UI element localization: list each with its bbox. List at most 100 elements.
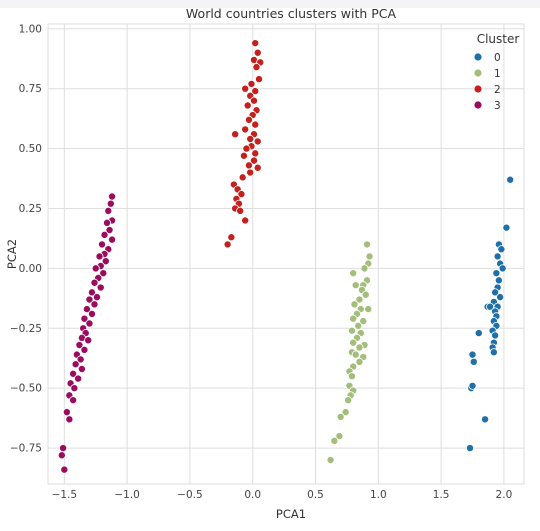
data-point-cluster-3 (101, 257, 110, 266)
data-point-cluster-1 (360, 264, 369, 273)
data-point-cluster-1 (349, 314, 358, 323)
x-tick-label: 2.0 (496, 489, 513, 501)
data-point-cluster-3 (70, 384, 79, 393)
data-point-cluster-0 (468, 350, 477, 359)
data-point-cluster-3 (108, 235, 117, 244)
x-tick-labels: −1.5 −1.0 −0.5 0.0 0.5 1.0 1.5 2.0 (52, 489, 513, 501)
data-point-cluster-1 (347, 326, 356, 335)
data-point-cluster-1 (351, 281, 360, 290)
y-tick-label: −0.25 (10, 323, 42, 335)
y-axis-label: PCA2 (5, 239, 19, 269)
data-point-cluster-2 (239, 151, 248, 160)
data-point-cluster-0 (506, 175, 515, 184)
y-tick-label: −0.75 (10, 443, 42, 455)
data-point-cluster-1 (330, 436, 339, 445)
y-tick-label: 0.25 (19, 203, 42, 215)
data-point-cluster-2 (223, 240, 232, 249)
data-point-cluster-2 (243, 101, 252, 110)
data-point-cluster-2 (249, 156, 258, 165)
data-point-cluster-0 (493, 252, 502, 261)
window-top-bar (0, 0, 540, 8)
data-point-cluster-0 (481, 415, 490, 424)
data-point-cluster-0 (498, 264, 507, 273)
data-point-cluster-0 (469, 357, 478, 366)
data-point-cluster-3 (90, 278, 99, 287)
data-point-cluster-3 (82, 305, 91, 314)
data-point-cluster-3 (98, 240, 107, 249)
data-point-cluster-0 (491, 288, 500, 297)
data-point-cluster-2 (253, 163, 262, 172)
data-point-cluster-3 (105, 226, 114, 235)
data-point-cluster-3 (62, 408, 71, 417)
data-point-cluster-2 (253, 48, 262, 57)
y-tick-label: 0.50 (19, 143, 42, 155)
legend: Cluster 0 1 2 3 (473, 32, 519, 112)
data-point-cluster-3 (90, 300, 99, 309)
data-point-cluster-1 (355, 343, 364, 352)
y-tick-labels: −0.75 −0.50 −0.25 0.00 0.25 0.50 0.75 1.00 (10, 23, 42, 454)
data-point-cluster-3 (80, 314, 89, 323)
legend-label-2: 2 (494, 84, 501, 96)
y-tick-label: −0.50 (10, 383, 42, 395)
data-point-cluster-2 (247, 79, 256, 88)
data-point-cluster-2 (241, 216, 250, 225)
data-point-cluster-0 (465, 444, 474, 453)
data-point-cluster-3 (84, 336, 93, 345)
data-point-cluster-2 (251, 120, 260, 129)
data-point-cluster-1 (355, 295, 364, 304)
data-point-cluster-0 (496, 293, 505, 302)
data-point-cluster-1 (349, 269, 358, 278)
data-point-cluster-2 (241, 84, 250, 93)
data-point-cluster-1 (359, 317, 368, 326)
data-point-cluster-2 (246, 134, 255, 143)
legend-marker-3 (473, 100, 483, 110)
data-point-cluster-2 (238, 173, 247, 182)
data-point-cluster-2 (251, 87, 260, 96)
data-point-cluster-1 (364, 305, 373, 314)
y-tick-label: 0.00 (19, 263, 42, 275)
grid (48, 24, 524, 484)
legend-label-3: 3 (494, 100, 501, 112)
data-point-cluster-3 (60, 465, 69, 474)
data-point-cluster-2 (253, 137, 262, 146)
chart-title: World countries clusters with PCA (186, 6, 397, 21)
data-point-cluster-1 (347, 372, 356, 381)
legend-label-0: 0 (494, 52, 501, 64)
x-axis-label: PCA1 (276, 507, 306, 521)
data-point-cluster-3 (103, 218, 112, 227)
data-point-cluster-1 (326, 456, 335, 465)
data-point-cluster-3 (91, 264, 100, 273)
data-point-cluster-2 (242, 144, 251, 153)
y-tick-label: 1.00 (19, 23, 42, 35)
data-point-cluster-2 (227, 233, 236, 242)
data-point-cluster-1 (355, 357, 364, 366)
data-point-cluster-3 (75, 341, 84, 350)
data-point-cluster-3 (92, 293, 101, 302)
data-point-cluster-2 (231, 130, 240, 139)
data-points (57, 39, 515, 474)
data-point-cluster-3 (96, 283, 105, 292)
data-point-cluster-0 (489, 348, 498, 357)
data-point-cluster-3 (100, 230, 109, 239)
data-point-cluster-3 (57, 451, 66, 460)
data-point-cluster-3 (71, 360, 80, 369)
data-point-cluster-3 (99, 269, 108, 278)
x-tick-label: 0.0 (244, 489, 261, 501)
y-tick-label: 0.75 (19, 83, 42, 95)
data-point-cluster-3 (69, 369, 78, 378)
data-point-cluster-1 (354, 321, 363, 330)
data-point-cluster-1 (351, 350, 360, 359)
data-point-cluster-2 (254, 75, 263, 84)
data-point-cluster-2 (251, 39, 260, 48)
data-point-cluster-1 (344, 396, 353, 405)
data-point-cluster-1 (350, 300, 359, 309)
data-point-cluster-0 (494, 276, 503, 285)
data-point-cluster-3 (106, 199, 115, 208)
legend-marker-2 (473, 84, 483, 94)
data-point-cluster-0 (491, 331, 500, 340)
data-point-cluster-3 (87, 309, 96, 318)
data-point-cluster-1 (341, 408, 350, 417)
data-point-cluster-1 (365, 252, 374, 261)
data-point-cluster-3 (87, 288, 96, 297)
